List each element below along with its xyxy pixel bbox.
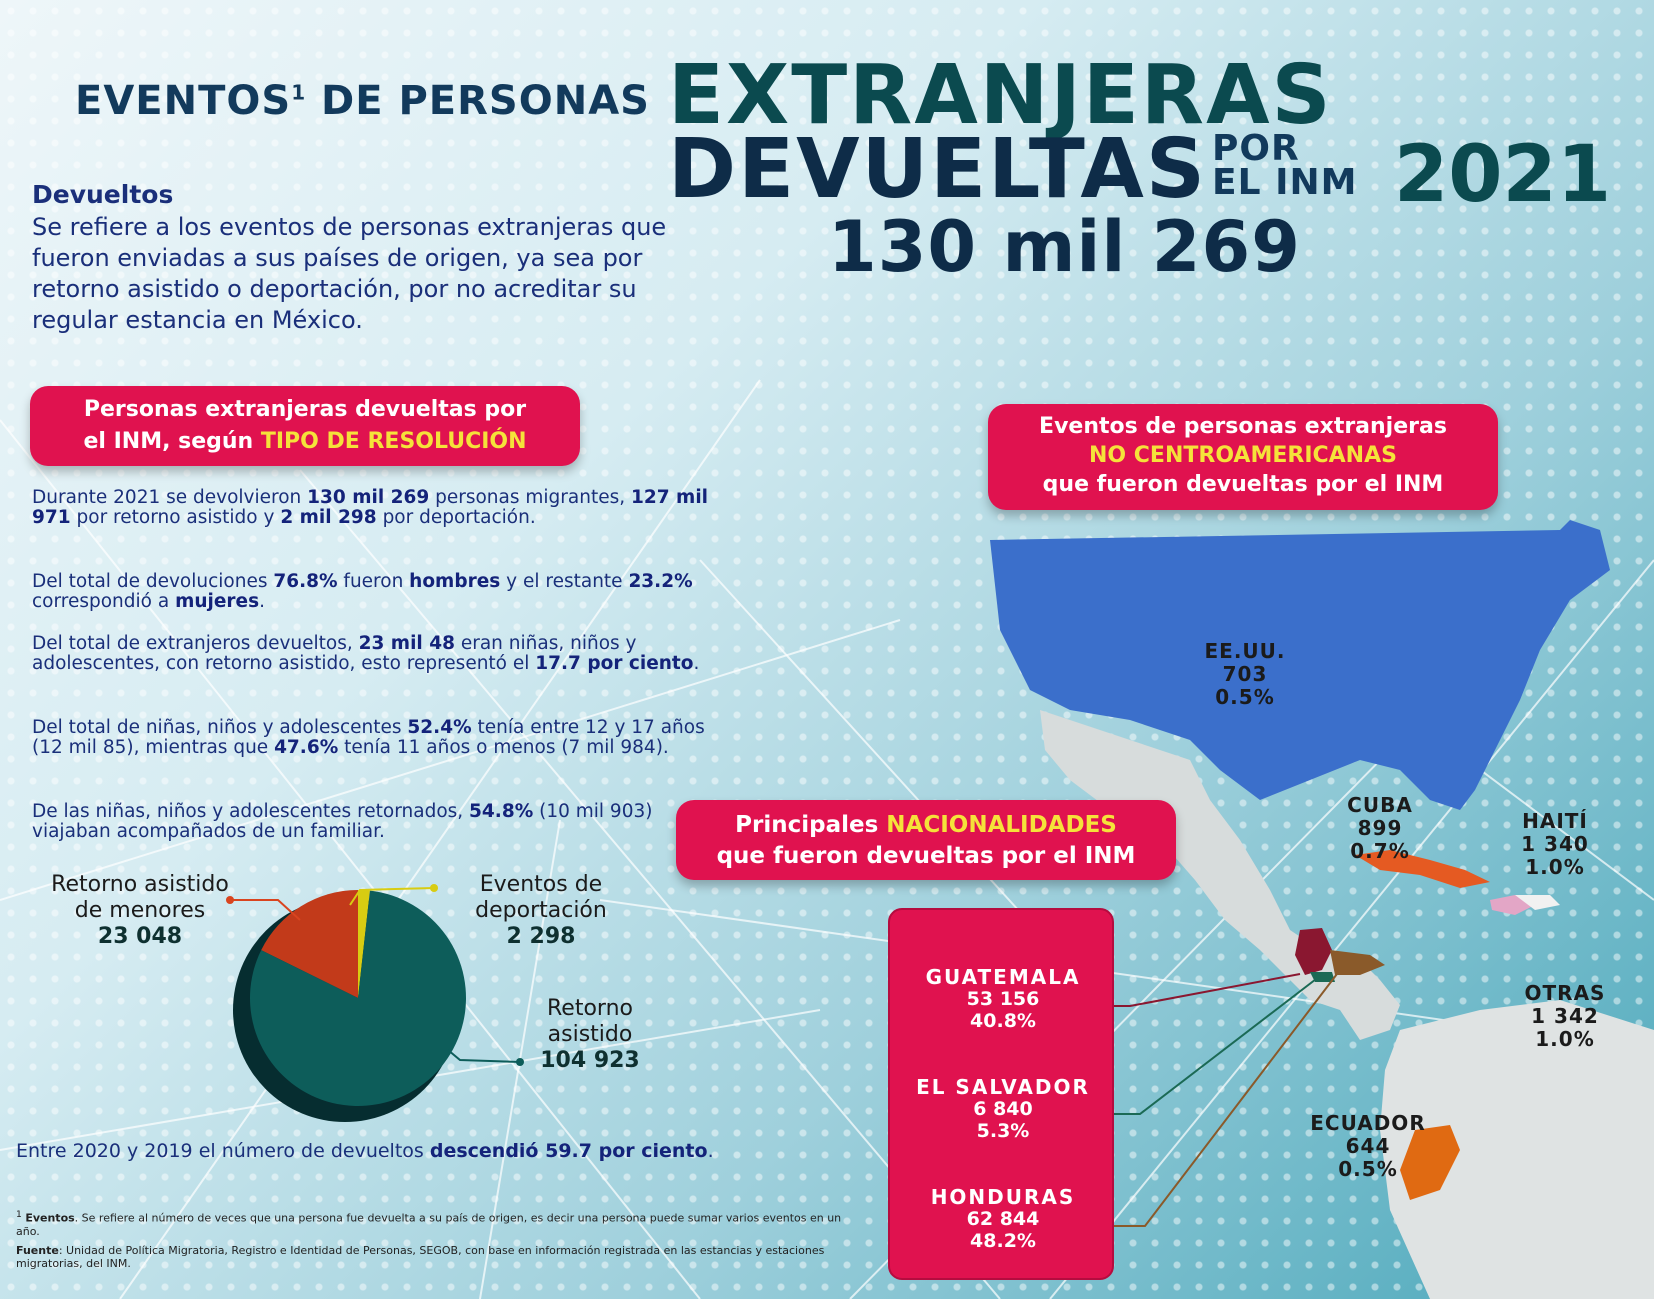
south-america-shape [1380, 1000, 1654, 1299]
title-total: 130 mil 269 [828, 206, 1301, 288]
paragraph-2: Del total de devoluciones 76.8% fueron h… [32, 571, 693, 612]
label-otras: OTRAS 1 342 1.0% [1524, 981, 1606, 1051]
title-eventos: EVENTOS1 DE PERSONAS [75, 78, 650, 124]
title-por-el-inm: POR EL INM [1212, 128, 1358, 203]
dominican-shape [1515, 895, 1560, 910]
usa-shape [990, 520, 1610, 810]
honduras-shape [1330, 950, 1385, 975]
footnote-fuente: Fuente: Unidad de Política Migratoria, R… [16, 1244, 825, 1270]
paragraph-5: De las niñas, niños y adolescentes retor… [32, 801, 653, 842]
paragraph-4: Del total de niñas, niños y adolescentes… [32, 717, 705, 758]
footnote-eventos: 1 Eventos. Se refiere al número de veces… [16, 1209, 842, 1238]
ecuador-shape [1400, 1125, 1460, 1200]
label-retorno-menores: Retorno asistido de menores 23 048 [51, 872, 229, 949]
paragraph-1: Durante 2021 se devolvieron 130 mil 269 … [32, 487, 709, 528]
nationalities-box: GUATEMALA 53 156 40.8% EL SALVADOR 6 840… [888, 908, 1114, 1280]
title-devueltas: DEVUELTAS [668, 122, 1207, 217]
nationality-connectors [1100, 969, 1341, 1230]
pill-tipo-resolucion: Personas extranjeras devueltas por el IN… [30, 386, 580, 466]
resolution-pie-chart [233, 890, 466, 1122]
pie-leader-lines [226, 884, 524, 1066]
label-haiti: HAITÍ 1 340 1.0% [1521, 809, 1589, 879]
label-deportacion: Eventos de deportación 2 298 [475, 872, 607, 949]
label-retorno-asistido: Retorno asistido 104 923 [540, 996, 640, 1073]
pie-slice-0 [261, 890, 358, 998]
pie-slice-1 [358, 890, 370, 998]
label-usa: EE.UU. 703 0.5% [1204, 639, 1286, 709]
title-year: 2021 [1394, 130, 1612, 220]
pill-no-centroamericanas: Eventos de personas extranjeras NO CENTR… [988, 404, 1498, 510]
nationality-honduras: HONDURAS 62 844 48.2% [930, 1185, 1076, 1252]
paragraph-3: Del total de extranjeros devueltos, 23 m… [32, 633, 700, 674]
title-extranjeras: EXTRANJERAS [668, 48, 1333, 143]
bottom-note: Entre 2020 y 2019 el número de devueltos… [16, 1140, 714, 1162]
label-ecuador: ECUADOR 644 0.5% [1310, 1111, 1426, 1181]
americas-map [990, 520, 1654, 1299]
cuba-shape [1355, 850, 1490, 888]
definition-text: Se refiere a los eventos de personas ext… [32, 213, 667, 334]
nationality-guatemala: GUATEMALA 53 156 40.8% [925, 965, 1081, 1032]
definition-heading: Devueltos [32, 180, 174, 209]
label-cuba: CUBA 899 0.7% [1347, 793, 1413, 863]
nationality-el-salvador: EL SALVADOR 6 840 5.3% [916, 1075, 1090, 1142]
pie-slice-2 [249, 890, 466, 1106]
pill-nacionalidades: Principales NACIONALIDADES que fueron de… [676, 800, 1176, 880]
guatemala-shape [1295, 928, 1332, 975]
